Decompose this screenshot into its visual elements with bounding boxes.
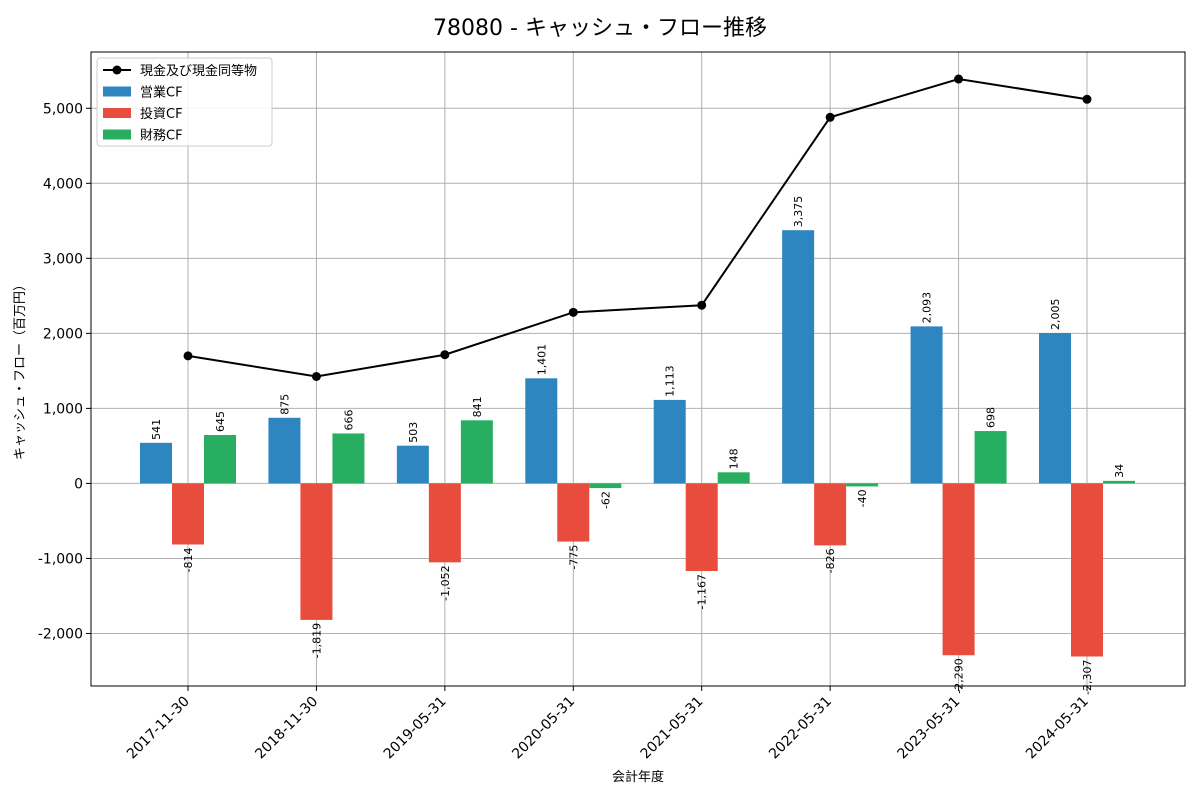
bar-data-label: 1,113	[664, 365, 677, 397]
bar-data-label: -775	[567, 545, 580, 570]
x-tick-label: 2021-05-31	[638, 694, 707, 763]
bar-営業CF	[140, 442, 172, 484]
bar-営業CF	[782, 230, 815, 484]
bar-営業CF	[396, 445, 429, 484]
bar-財務CF	[1103, 480, 1135, 484]
bar-投資CF	[172, 483, 204, 545]
legend-swatch	[103, 129, 131, 140]
bar-data-label: -1,819	[310, 623, 323, 658]
cash-line-point	[1082, 94, 1092, 104]
bar-data-label: 2,005	[1049, 298, 1062, 330]
grid-layer	[91, 52, 1185, 686]
x-tick-label: 2017-11-30	[124, 694, 193, 763]
bar-data-label: -1,052	[439, 565, 452, 600]
cash-line-point	[954, 74, 964, 84]
data-labels-layer: 541 875 503 1,401 1,113 3,375 2,093 2,005 -814 -1…	[150, 196, 1126, 695]
cash-line-point	[183, 351, 193, 361]
bar-営業CF	[268, 417, 301, 484]
y-tick-label: -1,000	[38, 551, 83, 567]
cash-line-point	[697, 300, 707, 310]
bar-data-label: 666	[342, 409, 355, 430]
bar-財務CF	[204, 435, 236, 484]
legend-label: 営業CF	[140, 85, 183, 101]
bar-財務CF	[717, 472, 750, 484]
x-axis-label: 会計年度	[612, 769, 664, 785]
bar-財務CF	[332, 433, 365, 484]
bar-投資CF	[557, 483, 590, 542]
bar-data-label: 841	[471, 396, 484, 417]
y-tick-label: 4,000	[43, 176, 83, 192]
x-tick-label: 2023-05-31	[895, 694, 964, 763]
legend-swatch	[103, 86, 131, 97]
y-tick-label: 5,000	[43, 101, 83, 117]
legend-swatch	[103, 108, 131, 118]
bar-data-label: -814	[182, 547, 195, 572]
y-tick-label: -2,000	[38, 626, 83, 642]
bar-財務CF	[460, 420, 493, 484]
bar-投資CF	[814, 483, 847, 546]
bar-財務CF	[589, 483, 622, 489]
bar-data-label: 875	[278, 394, 291, 415]
bar-data-label: -2,290	[953, 658, 966, 693]
x-tick-label: 2020-05-31	[509, 694, 578, 763]
legend-label: 現金及び現金同等物	[140, 63, 257, 79]
bar-営業CF	[525, 378, 558, 484]
bar-投資CF	[685, 483, 718, 571]
bar-data-label: 503	[407, 422, 420, 443]
legend-label: 財務CF	[140, 129, 183, 144]
bar-営業CF	[910, 326, 943, 484]
y-axis-label: キャッシュ・フロー（百万円）	[13, 278, 28, 460]
x-tick-label: 2024-05-31	[1023, 694, 1092, 763]
bar-投資CF	[428, 483, 461, 563]
plot-frame	[90, 51, 1186, 687]
legend-box	[96, 57, 273, 147]
bar-営業CF	[1039, 332, 1071, 484]
bar-data-label: 541	[150, 419, 163, 440]
bar-投資CF	[942, 483, 975, 656]
x-tick-label: 2018-11-30	[252, 694, 321, 763]
bar-data-label: 2,093	[921, 292, 934, 324]
cash-line-point	[311, 372, 321, 382]
bar-data-label: 1,401	[535, 344, 548, 376]
cash-line-point	[440, 350, 450, 360]
y-tick-label: 0	[74, 476, 83, 492]
x-tick-label: 2019-05-31	[381, 694, 450, 763]
y-tick-label: 1,000	[43, 401, 83, 417]
cash-line-point	[568, 307, 578, 317]
bar-営業CF	[653, 399, 686, 484]
bar-data-label: 645	[214, 411, 227, 432]
y-tick-label: 2,000	[43, 326, 83, 342]
chart-title: 78080 - キャッシュ・フロー推移	[433, 16, 767, 41]
bar-data-label: 3,375	[792, 196, 805, 228]
legend-label: 投資CF	[140, 106, 183, 122]
cash-line-point	[825, 112, 835, 122]
bars-layer	[140, 230, 1135, 657]
bar-投資CF	[1071, 483, 1103, 657]
bar-財務CF	[974, 431, 1007, 484]
bar-data-label: 148	[728, 448, 741, 469]
bar-data-label: -62	[599, 491, 612, 509]
bar-投資CF	[300, 483, 333, 620]
x-tick-label: 2022-05-31	[766, 694, 835, 763]
y-tick-label: 3,000	[43, 251, 83, 267]
bar-data-label: -1,167	[696, 574, 709, 609]
bar-data-label: 698	[985, 407, 998, 428]
line-layer	[183, 74, 1092, 382]
bar-data-label: 34	[1113, 464, 1126, 478]
bar-data-label: -826	[824, 548, 837, 573]
legend-line-marker	[112, 65, 122, 75]
cash-line	[187, 77, 1088, 378]
bar-data-label: -40	[856, 489, 869, 507]
bar-財務CF	[846, 483, 879, 487]
